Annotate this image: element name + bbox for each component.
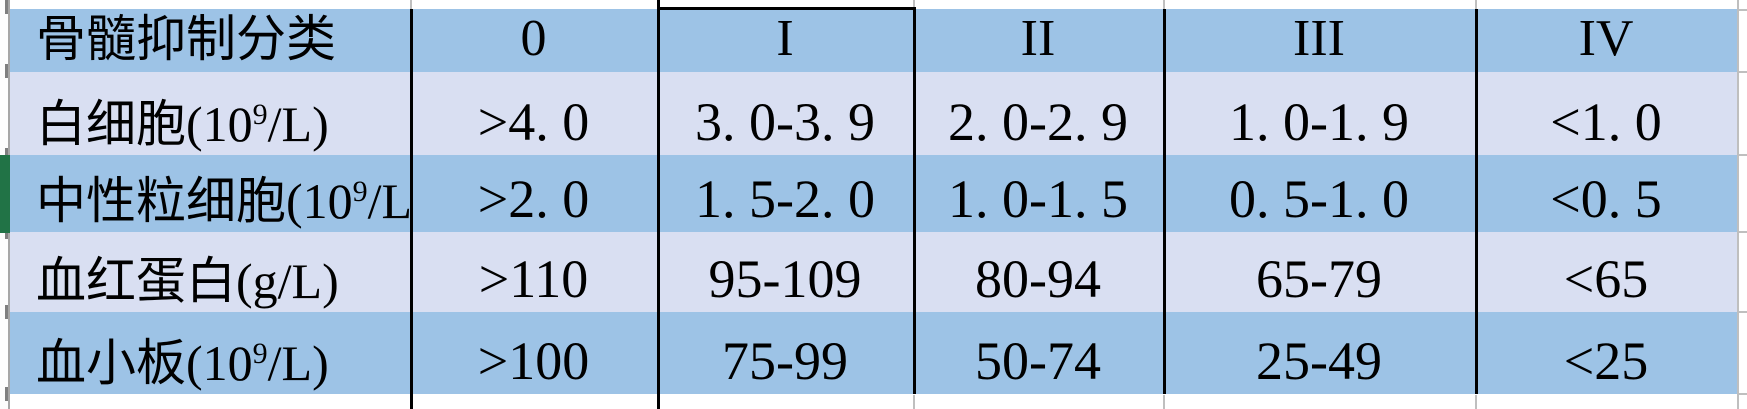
footnote-partial: 化疗剂量根据骨髓抑制分度 <box>30 397 606 409</box>
row-label-neutrophil[interactable]: 中性粒细胞(109/L) <box>10 155 410 232</box>
row-stripe <box>10 232 1737 312</box>
grade-header-1[interactable]: I <box>776 9 794 67</box>
row-label-text: 白细胞(10 <box>36 95 253 152</box>
row-label-wbc[interactable]: 白细胞(10 9/L) <box>10 72 410 155</box>
gridline <box>410 0 412 9</box>
table-cell[interactable]: 95-109 <box>708 248 862 309</box>
row-label-text: 中性粒细胞(10 <box>36 172 353 229</box>
gridline <box>1737 311 1747 313</box>
table-cell[interactable]: <25 <box>1563 330 1649 391</box>
table-cell[interactable]: <1. 0 <box>1550 91 1662 152</box>
header-top-border <box>657 7 916 10</box>
row-stripe <box>10 72 1737 155</box>
gridline <box>1475 0 1477 9</box>
table-cell[interactable]: >100 <box>477 330 590 391</box>
grade-header-4[interactable]: IV <box>1578 9 1634 67</box>
row-label-unit: /L) <box>367 172 410 229</box>
superscript: 9 <box>252 336 268 370</box>
table-cell[interactable]: 25-49 <box>1256 330 1382 391</box>
column-border <box>1475 9 1478 394</box>
gridline <box>1163 0 1165 9</box>
gridline <box>913 0 915 9</box>
gridline <box>1475 395 1477 409</box>
column-border <box>1163 9 1166 394</box>
superscript: 9 <box>352 174 368 208</box>
table-cell[interactable]: 50-74 <box>975 330 1101 391</box>
table-cell[interactable]: 1. 5-2. 0 <box>695 168 875 229</box>
gridline-tick <box>5 387 9 401</box>
gridline <box>1737 154 1747 156</box>
table-cell[interactable]: 0. 5-1. 0 <box>1229 168 1409 229</box>
grade-header-2[interactable]: II <box>1020 9 1056 67</box>
gridline <box>1737 71 1747 73</box>
column-border <box>657 0 660 409</box>
table-cell[interactable]: 1. 0-1. 5 <box>948 168 1128 229</box>
gridline <box>1737 0 1739 409</box>
column-border <box>913 9 916 394</box>
table-cell[interactable]: 3. 0-3. 9 <box>695 91 875 152</box>
table-cell[interactable]: 1. 0-1. 9 <box>1229 91 1409 152</box>
table-cell[interactable]: >2. 0 <box>477 168 590 229</box>
gridline <box>1737 231 1747 233</box>
gridline <box>1737 9 1747 11</box>
gridline <box>1737 393 1747 395</box>
table-cell[interactable]: 80-94 <box>975 248 1101 309</box>
gridline-tick <box>5 64 9 78</box>
row-label-unit: /L) <box>267 95 329 152</box>
table-cell[interactable]: 75-99 <box>722 330 848 391</box>
table-cell[interactable]: <65 <box>1563 248 1649 309</box>
table-cell[interactable]: >110 <box>478 248 589 309</box>
row-stripe <box>10 312 1737 394</box>
grade-header-3[interactable]: III <box>1293 9 1345 67</box>
gridline-tick <box>5 0 9 14</box>
table-cell[interactable]: 65-79 <box>1256 248 1382 309</box>
gridline-tick <box>5 305 9 319</box>
superscript: 9 <box>252 97 268 131</box>
header-row-stripe <box>10 9 1737 72</box>
table-title-cell[interactable]: 骨髓抑制分类 <box>36 10 336 67</box>
table-cell[interactable]: >4. 0 <box>477 91 590 152</box>
grade-header-0[interactable]: 0 <box>520 9 547 67</box>
row-label-text: 血红蛋白(g/L) <box>36 252 339 309</box>
row-label-text: 血小板(10 <box>36 334 253 391</box>
table-cell[interactable]: <0. 5 <box>1550 168 1662 229</box>
row-label-platelet[interactable]: 血小板(10 9/L) <box>10 312 410 394</box>
selected-row-indicator[interactable] <box>0 155 10 233</box>
column-border <box>410 9 413 409</box>
gridline <box>1163 395 1165 409</box>
table-cell[interactable]: 2. 0-2. 9 <box>948 91 1128 152</box>
row-label-unit: /L) <box>267 334 329 391</box>
gridline <box>913 395 915 409</box>
row-label-hemoglobin[interactable]: 血红蛋白(g/L) <box>10 232 410 312</box>
row-stripe <box>10 155 1737 232</box>
